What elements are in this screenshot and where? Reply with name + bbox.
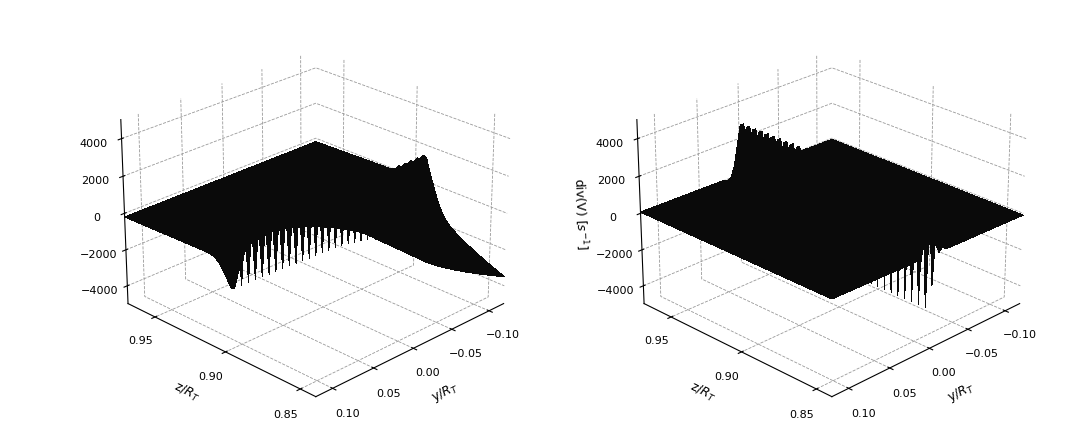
X-axis label: y/$R_T$: y/$R_T$ (429, 379, 461, 406)
Y-axis label: z/$R_T$: z/$R_T$ (170, 379, 203, 405)
Y-axis label: z/$R_T$: z/$R_T$ (687, 379, 718, 405)
X-axis label: y/$R_T$: y/$R_T$ (944, 379, 978, 406)
